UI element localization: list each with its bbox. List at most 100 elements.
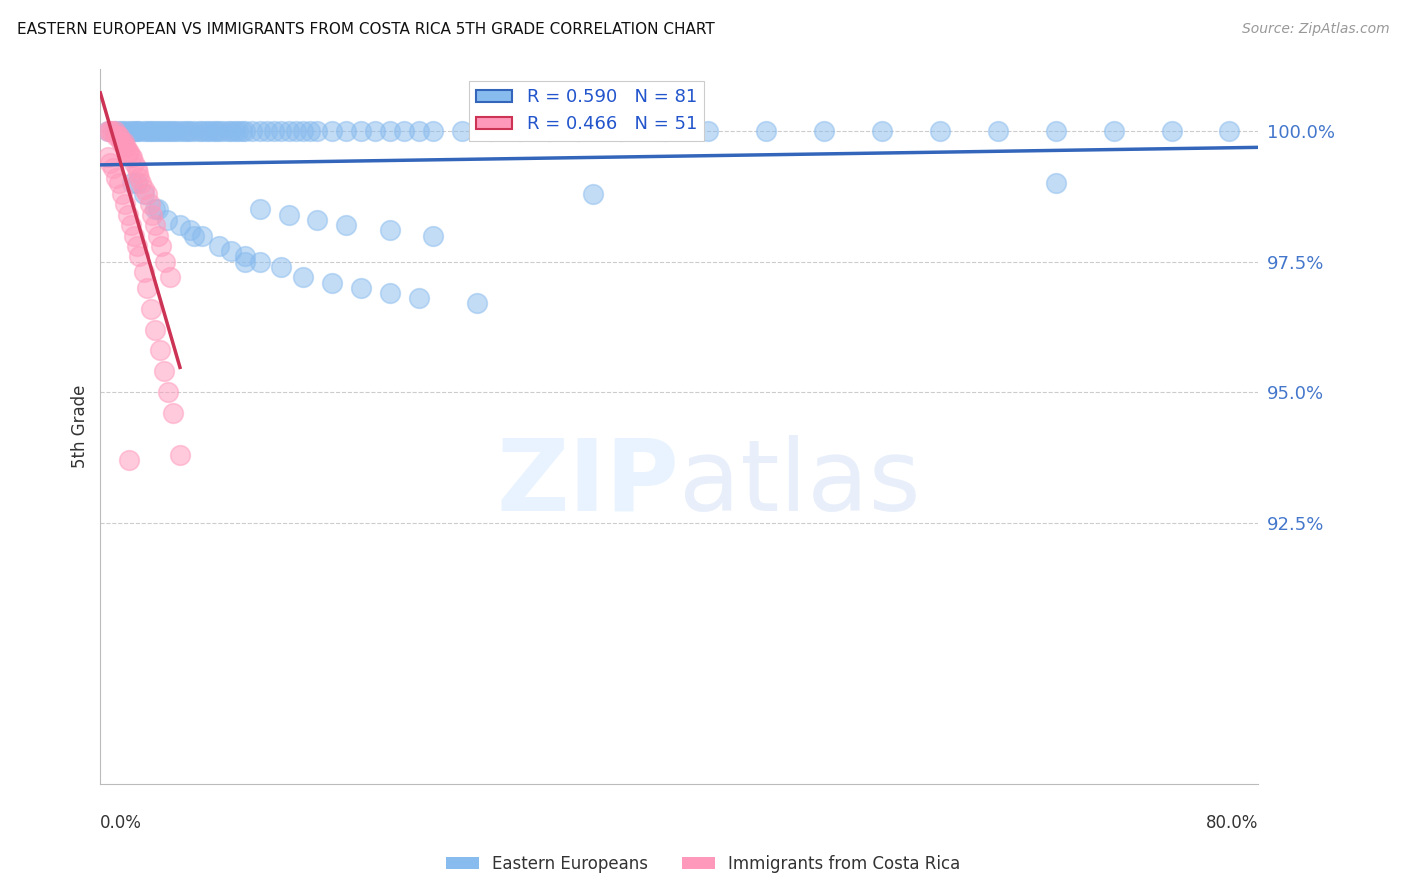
Point bbox=[120, 218, 142, 232]
Point bbox=[114, 197, 136, 211]
Point bbox=[231, 124, 253, 138]
Point bbox=[284, 124, 307, 138]
Point bbox=[179, 124, 201, 138]
Point bbox=[929, 124, 952, 138]
Point bbox=[1160, 124, 1182, 138]
Text: ZIP: ZIP bbox=[496, 435, 679, 532]
Point bbox=[105, 129, 128, 144]
Point bbox=[249, 124, 271, 138]
Point bbox=[195, 124, 218, 138]
Point bbox=[321, 276, 343, 290]
Point bbox=[212, 124, 235, 138]
Point bbox=[270, 260, 292, 274]
Point bbox=[270, 124, 292, 138]
Point bbox=[179, 223, 201, 237]
Point bbox=[157, 385, 180, 400]
Point bbox=[165, 124, 187, 138]
Point bbox=[307, 124, 329, 138]
Point bbox=[132, 186, 155, 201]
Point bbox=[299, 124, 322, 138]
Point bbox=[143, 218, 166, 232]
Point bbox=[128, 124, 150, 138]
Point bbox=[143, 124, 166, 138]
Point bbox=[138, 124, 160, 138]
Point bbox=[135, 281, 157, 295]
Point bbox=[256, 124, 278, 138]
Point bbox=[150, 239, 173, 253]
Point bbox=[114, 124, 136, 138]
Point bbox=[292, 124, 315, 138]
Point bbox=[190, 228, 212, 243]
Point bbox=[117, 208, 139, 222]
Point bbox=[208, 239, 231, 253]
Point bbox=[100, 124, 122, 138]
Point bbox=[148, 124, 170, 138]
Point bbox=[125, 239, 148, 253]
Point bbox=[169, 448, 191, 462]
Point bbox=[249, 254, 271, 268]
Point bbox=[202, 124, 225, 138]
Point bbox=[139, 301, 162, 316]
Point bbox=[132, 124, 155, 138]
Point bbox=[129, 177, 152, 191]
Point bbox=[422, 124, 444, 138]
Text: Source: ZipAtlas.com: Source: ZipAtlas.com bbox=[1241, 22, 1389, 37]
Point bbox=[205, 124, 228, 138]
Point bbox=[132, 265, 155, 279]
Point bbox=[813, 124, 835, 138]
Point bbox=[159, 270, 181, 285]
Point bbox=[111, 135, 134, 149]
Point bbox=[581, 186, 603, 201]
Point bbox=[183, 124, 205, 138]
Point bbox=[378, 124, 401, 138]
Point bbox=[987, 124, 1010, 138]
Point bbox=[118, 124, 141, 138]
Legend: Eastern Europeans, Immigrants from Costa Rica: Eastern Europeans, Immigrants from Costa… bbox=[439, 848, 967, 880]
Point bbox=[97, 124, 120, 138]
Point bbox=[141, 208, 163, 222]
Point bbox=[350, 124, 373, 138]
Point bbox=[1102, 124, 1125, 138]
Legend: R = 0.590   N = 81, R = 0.466   N = 51: R = 0.590 N = 81, R = 0.466 N = 51 bbox=[470, 81, 704, 141]
Point bbox=[117, 145, 139, 159]
Point bbox=[118, 453, 141, 467]
Point bbox=[176, 124, 198, 138]
Point bbox=[120, 150, 142, 164]
Point bbox=[870, 124, 893, 138]
Point bbox=[156, 213, 179, 227]
Point bbox=[101, 124, 124, 138]
Point bbox=[479, 124, 502, 138]
Point bbox=[169, 218, 191, 232]
Point bbox=[125, 161, 148, 175]
Point bbox=[394, 124, 416, 138]
Point bbox=[143, 202, 166, 217]
Point bbox=[249, 202, 271, 217]
Point bbox=[208, 124, 231, 138]
Point bbox=[183, 228, 205, 243]
Point bbox=[124, 124, 146, 138]
Point bbox=[219, 124, 242, 138]
Point bbox=[125, 177, 148, 191]
Point bbox=[107, 129, 129, 144]
Point bbox=[697, 124, 720, 138]
Point bbox=[162, 406, 184, 420]
Point bbox=[97, 124, 120, 138]
Point bbox=[159, 124, 181, 138]
Point bbox=[150, 124, 173, 138]
Point bbox=[121, 150, 143, 164]
Point bbox=[224, 124, 246, 138]
Point bbox=[122, 155, 145, 169]
Point bbox=[100, 155, 122, 169]
Point bbox=[108, 129, 131, 144]
Point bbox=[153, 364, 176, 378]
Point bbox=[97, 150, 120, 164]
Point bbox=[111, 124, 134, 138]
Point bbox=[153, 124, 176, 138]
Point bbox=[135, 124, 157, 138]
Point bbox=[118, 145, 141, 159]
Point bbox=[509, 124, 531, 138]
Point bbox=[277, 208, 299, 222]
Point bbox=[226, 124, 249, 138]
Point bbox=[115, 140, 138, 154]
Point bbox=[1045, 124, 1067, 138]
